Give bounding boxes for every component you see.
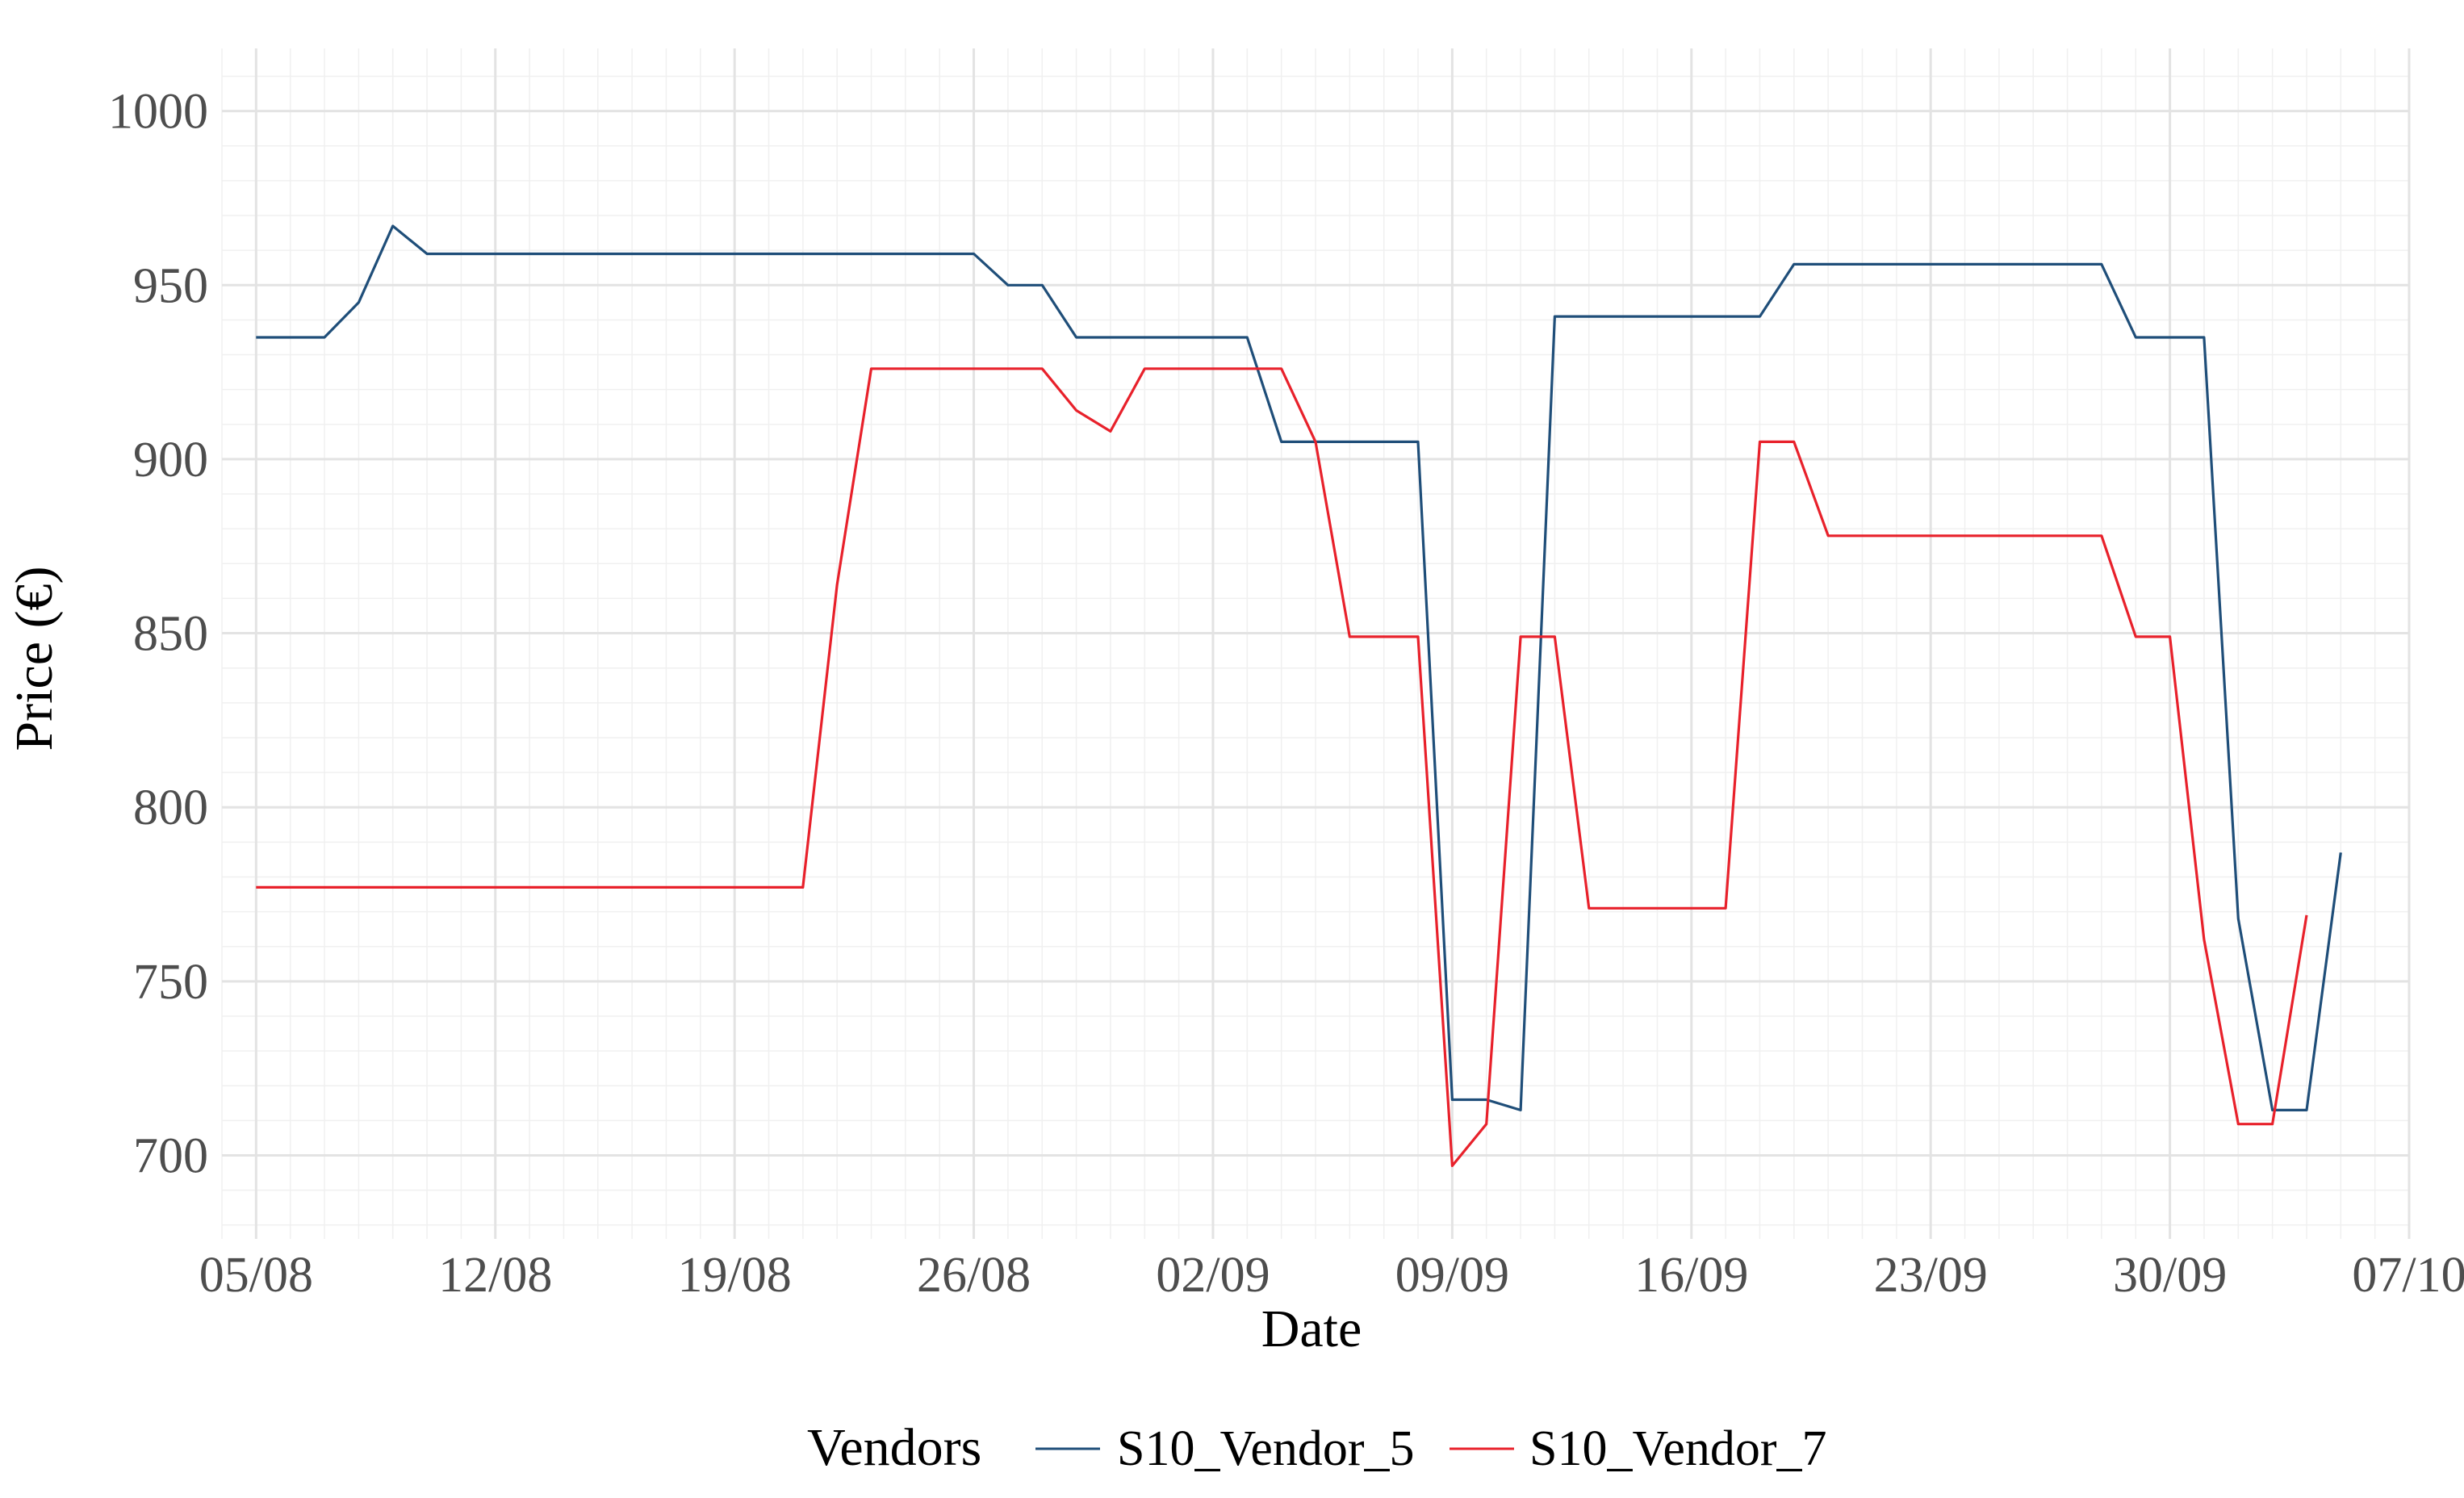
y-tick-label: 950 [133, 258, 208, 313]
x-tick-label: 16/09 [1634, 1248, 1748, 1303]
legend-title: Vendors [807, 1418, 981, 1477]
y-tick-label: 800 [133, 780, 208, 835]
x-tick-label: 09/09 [1395, 1248, 1509, 1303]
series-line-2 [256, 367, 2308, 1168]
legend: Vendors S10_Vendor_5 S10_Vendor_7 [807, 1418, 1827, 1477]
grid [221, 48, 2411, 1239]
x-tick-label: 12/08 [438, 1248, 552, 1303]
x-tick-label: 30/09 [2113, 1248, 2227, 1303]
x-tick-label: 26/08 [917, 1248, 1031, 1303]
series-line-1 [256, 224, 2342, 1112]
y-tick-label: 900 [133, 433, 208, 487]
y-tick-label: 850 [133, 607, 208, 662]
x-tick-label: 07/10 [2352, 1248, 2464, 1303]
series-lines [256, 224, 2342, 1168]
x-axis-title: Date [1261, 1299, 1362, 1358]
legend-label-series-1: S10_Vendor_5 [1117, 1421, 1415, 1476]
x-tick-label: 19/08 [678, 1248, 792, 1303]
x-tick-label: 23/09 [1874, 1248, 1988, 1303]
legend-label-series-2: S10_Vendor_7 [1529, 1421, 1827, 1476]
x-tick-label: 02/09 [1156, 1248, 1270, 1303]
y-tick-label: 750 [133, 955, 208, 1010]
y-tick-label: 700 [133, 1128, 208, 1183]
y-tick-label: 1000 [108, 85, 208, 140]
axis-ticks: 700 750 800 850 900 950 1000 05/08 12/08 19/08 26/… [108, 85, 2464, 1303]
x-tick-label: 05/08 [199, 1248, 313, 1303]
y-axis-title: Price (€) [5, 566, 64, 751]
